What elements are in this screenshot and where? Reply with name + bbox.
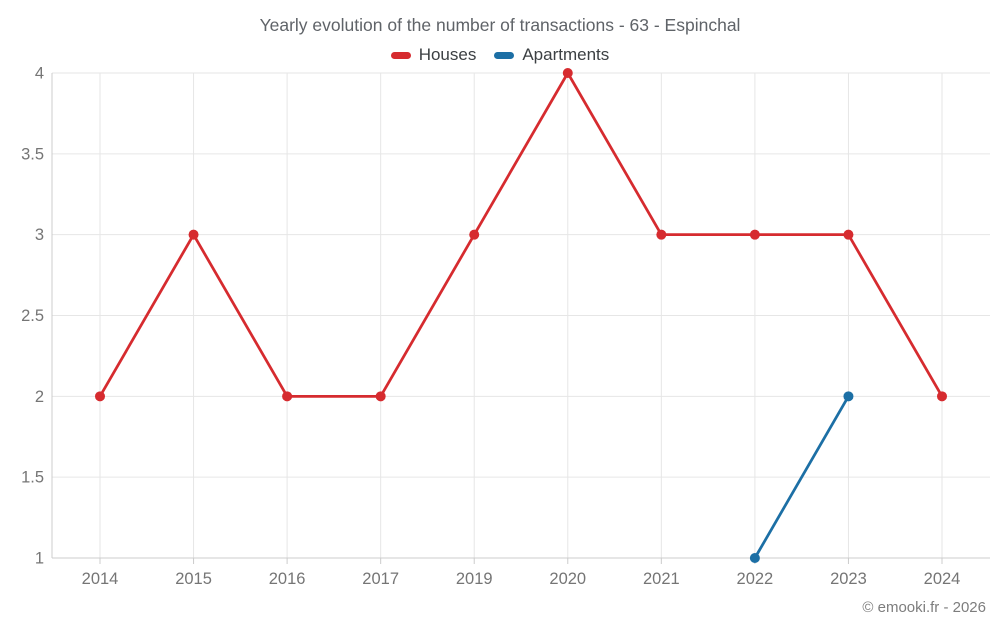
x-tick-label: 2015 [175, 570, 212, 588]
x-tick-label: 2023 [830, 570, 867, 588]
x-tick-label: 2014 [82, 570, 119, 588]
apartments-legend-label: Apartments [522, 45, 610, 64]
data-point[interactable] [95, 391, 105, 402]
series-apartments [749, 391, 854, 563]
x-tick-label: 2024 [924, 570, 961, 588]
y-tick-label: 2 [35, 388, 44, 406]
chart-title: Yearly evolution of the number of transa… [259, 15, 741, 35]
y-tick-label: 1.5 [21, 469, 44, 487]
data-point[interactable] [562, 68, 573, 78]
houses-legend-swatch-icon [390, 51, 411, 59]
data-point[interactable] [749, 229, 760, 240]
data-point[interactable] [469, 229, 480, 240]
data-point[interactable] [749, 553, 760, 563]
x-tick-label: 2020 [549, 570, 586, 588]
x-tick-label: 2016 [269, 570, 306, 588]
x-tick-label: 2021 [643, 570, 680, 588]
series-line [753, 394, 850, 560]
y-axis-tick-labels: 1 1.5 2 2.5 3 3.5 4 [21, 65, 44, 568]
y-tick-label: 4 [35, 65, 44, 83]
x-tick-label: 2022 [737, 570, 774, 588]
x-tick-label: 2017 [362, 570, 399, 588]
data-point[interactable] [375, 391, 386, 402]
gridlines [52, 72, 990, 558]
apartments-legend-swatch-icon [494, 51, 515, 59]
x-tick-label: 2019 [456, 570, 493, 588]
legend-item-houses[interactable]: Houses [390, 45, 477, 65]
series-line [98, 71, 944, 398]
data-point[interactable] [282, 391, 293, 402]
y-tick-label: 3.5 [21, 145, 44, 163]
legend-item-apartments[interactable]: Apartments [494, 45, 609, 65]
series-houses [95, 68, 947, 402]
x-axis-tick-labels: 2014 2015 2016 2017 2019 2020 2021 2022 2023 2024 [82, 570, 961, 588]
y-tick-label: 1 [35, 550, 44, 568]
houses-legend-label: Houses [418, 45, 477, 64]
legend: Houses Apartments [0, 45, 1000, 65]
data-point[interactable] [843, 391, 854, 402]
data-point[interactable] [843, 229, 854, 240]
data-point[interactable] [656, 229, 667, 240]
data-point[interactable] [188, 229, 199, 240]
copyright-text: © emooki.fr - 2026 [862, 599, 986, 616]
data-point[interactable] [937, 391, 947, 402]
y-tick-label: 3 [35, 226, 44, 244]
y-tick-label: 2.5 [21, 307, 44, 325]
axes [51, 73, 990, 564]
